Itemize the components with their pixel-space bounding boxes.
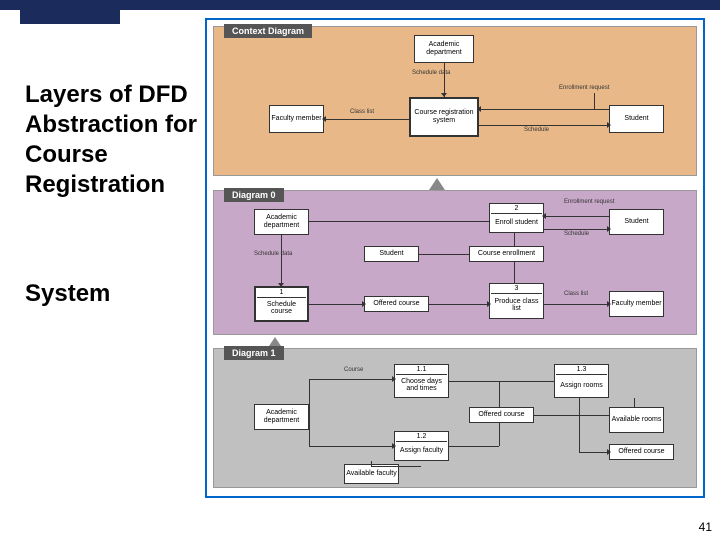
d0-flow-sch: Schedule — [564, 231, 589, 237]
d1-academic: Academic department — [254, 404, 309, 430]
p2-num: 2 — [491, 205, 542, 214]
process-crs: Course registration system — [409, 97, 479, 137]
arrowhead — [477, 106, 481, 112]
d0-faculty: Faculty member — [609, 291, 664, 317]
arrow — [479, 109, 609, 110]
d1-faculty: Available faculty — [344, 464, 399, 484]
d0-flow-er: Enrollment request — [564, 199, 614, 205]
arrow — [281, 235, 282, 286]
d1-p12: 1.2Assign faculty — [394, 431, 449, 461]
d1-offered1: Offered course — [469, 407, 534, 423]
arrow — [309, 379, 310, 414]
arrow — [419, 254, 469, 255]
p11-num: 1.1 — [396, 366, 447, 375]
arrow — [499, 423, 500, 446]
arrow — [371, 466, 421, 467]
d0-enrollment: Course enrollment — [469, 246, 544, 262]
entity-academic: Academic department — [414, 35, 474, 63]
p3-label: Produce class list — [491, 294, 542, 317]
arrow — [309, 379, 394, 380]
p12-num: 1.2 — [396, 433, 447, 442]
d1-p11: 1.1Choose days and times — [394, 364, 449, 398]
d1-p13: 1.3Assign rooms — [554, 364, 609, 398]
d0-student: Student — [609, 209, 664, 235]
p11-label: Choose days and times — [396, 375, 447, 396]
arrow — [309, 414, 310, 446]
entity-student: Student — [609, 105, 664, 133]
arrowhead — [322, 116, 326, 122]
arrow — [324, 119, 409, 120]
arrowhead — [441, 93, 447, 97]
arrowhead — [362, 301, 366, 307]
d0-student-store: Student — [364, 246, 419, 262]
arrow — [514, 233, 515, 246]
d1-rooms: Available rooms — [609, 407, 664, 433]
arrowhead — [392, 443, 396, 449]
arrowhead — [278, 283, 284, 287]
d1-flow-course: Course — [344, 367, 363, 373]
p1-num: 1 — [257, 289, 306, 298]
header-bar — [0, 0, 720, 10]
arrowhead — [487, 301, 491, 307]
arrow — [534, 415, 609, 416]
arrow — [499, 381, 500, 407]
arrow — [634, 398, 635, 407]
p13-label: Assign rooms — [556, 375, 607, 396]
arrow — [309, 304, 364, 305]
d0-offered: Offered course — [364, 296, 429, 312]
arrow — [544, 304, 609, 305]
arrow — [594, 93, 595, 109]
arrowhead — [607, 449, 611, 455]
arrow — [429, 304, 489, 305]
d0-academic: Academic department — [254, 209, 309, 235]
arrowhead — [607, 122, 611, 128]
p2-label: Enroll student — [491, 214, 542, 231]
arrow — [544, 229, 609, 230]
d0-flow-cl: Class list — [564, 291, 588, 297]
p12-label: Assign faculty — [396, 442, 447, 459]
p3-num: 3 — [491, 285, 542, 294]
arrow — [309, 446, 394, 447]
arrowhead — [607, 301, 611, 307]
flow-enroll-req: Enrollment request — [559, 85, 609, 91]
header-accent — [20, 10, 120, 24]
d0-p1: 1Schedule course — [254, 286, 309, 322]
arrow — [444, 63, 445, 97]
connector-icon — [429, 178, 445, 190]
page-title: Layers of DFD Abstraction for Course Reg… — [25, 80, 200, 200]
system-label: System — [25, 280, 110, 308]
d0-flow-sd: Schedule data — [254, 251, 292, 257]
p13-num: 1.3 — [556, 366, 607, 375]
flow-class-list: Class list — [350, 109, 374, 115]
p1-label: Schedule course — [257, 298, 306, 319]
arrow — [544, 216, 609, 217]
diagram-frame: Context Diagram Academic department Facu… — [205, 18, 705, 498]
arrow — [449, 446, 499, 447]
d0-label: Diagram 0 — [224, 188, 284, 202]
arrowhead — [392, 376, 396, 382]
d0-p3: 3Produce class list — [489, 283, 544, 319]
arrow — [449, 381, 554, 382]
arrow — [579, 452, 609, 453]
arrow — [579, 398, 580, 452]
context-label: Context Diagram — [224, 24, 312, 38]
entity-faculty: Faculty member — [269, 105, 324, 133]
panel-diagram0: Diagram 0 Academic department 2Enroll st… — [213, 190, 697, 335]
flow-schedule: Schedule — [524, 127, 549, 133]
d1-offered2: Offered course — [609, 444, 674, 460]
arrowhead — [542, 213, 546, 219]
d1-label: Diagram 1 — [224, 346, 284, 360]
page-number: 41 — [699, 520, 712, 534]
arrow — [309, 221, 489, 222]
panel-context: Context Diagram Academic department Facu… — [213, 26, 697, 176]
d0-p2: 2Enroll student — [489, 203, 544, 233]
panel-diagram1: Diagram 1 1.1Choose days and times 1.3As… — [213, 348, 697, 488]
arrow — [514, 262, 515, 283]
arrow — [479, 125, 609, 126]
arrowhead — [607, 226, 611, 232]
